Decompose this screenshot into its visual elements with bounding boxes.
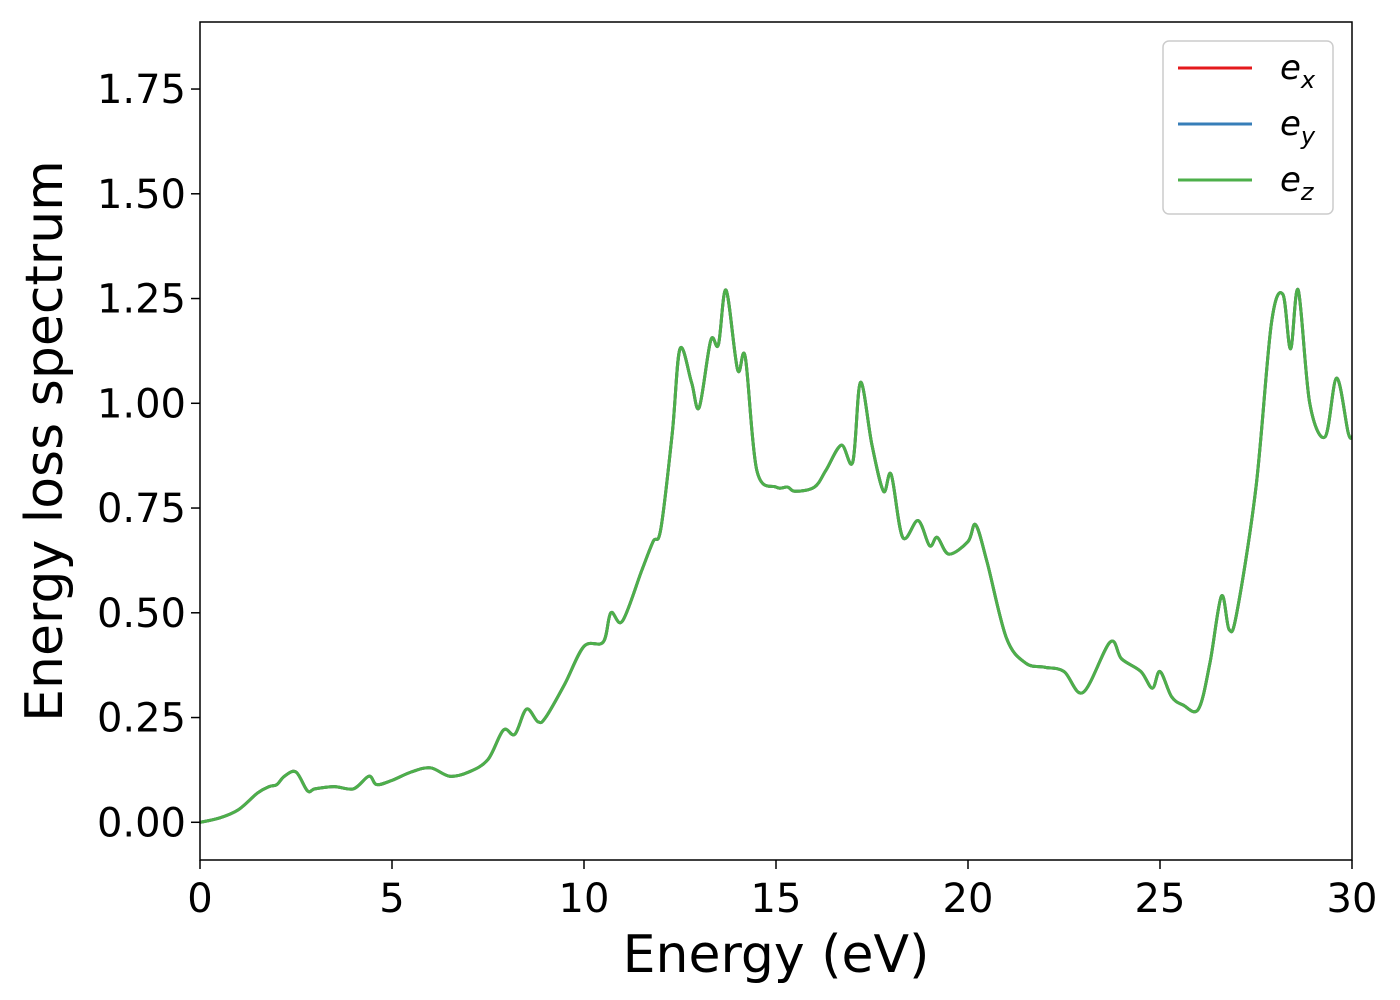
series-line-ex xyxy=(200,288,1352,824)
y-tick-label: 1.50 xyxy=(97,172,186,218)
y-tick-label: 0.75 xyxy=(97,486,186,532)
legend-box xyxy=(1162,40,1334,215)
y-tick-label: 1.25 xyxy=(97,277,186,323)
y-tick-label: 0.25 xyxy=(97,696,186,742)
x-axis-label: Energy (eV) xyxy=(623,925,930,985)
y-tick-label: 1.00 xyxy=(97,381,186,427)
series-line-ey xyxy=(200,288,1352,824)
series-line-ez xyxy=(200,288,1352,824)
x-tick-label: 20 xyxy=(943,876,994,922)
x-tick-label: 30 xyxy=(1327,876,1378,922)
y-tick-label: 1.75 xyxy=(97,67,186,113)
y-axis: 0.00 0.25 0.50 0.75 1.00 1.25 1.50 1.75 xyxy=(97,67,200,846)
x-tick-label: 25 xyxy=(1135,876,1186,922)
y-tick-label: 0.50 xyxy=(97,591,186,637)
series-layer xyxy=(200,288,1352,824)
x-tick-label: 0 xyxy=(187,876,212,922)
x-tick-label: 10 xyxy=(559,876,610,922)
x-tick-label: 15 xyxy=(751,876,802,922)
x-tick-label: 5 xyxy=(379,876,404,922)
y-axis-label: Energy loss spectrum xyxy=(15,160,75,722)
x-axis: 0 5 10 15 20 25 30 xyxy=(187,860,1377,922)
y-tick-label: 0.00 xyxy=(97,800,186,846)
